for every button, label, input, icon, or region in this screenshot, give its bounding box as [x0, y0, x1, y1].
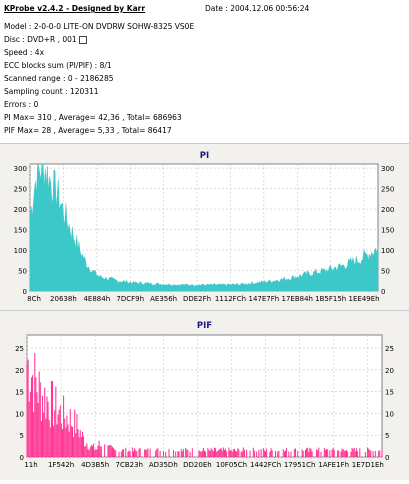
- pif-chart-panel: PIF 0 0 5 5 10 10 15 15 20 20 25 25 11h 1F542h 4D3B5h 7…: [0, 311, 409, 480]
- y-tick-label-right: 300: [381, 165, 394, 173]
- y-tick-label-right: 0: [381, 288, 385, 296]
- y-tick-label-left: 150: [14, 227, 27, 235]
- pif-summary: PIF Max= 28 , Average= 5,33 , Total= 864…: [4, 126, 172, 135]
- drive-model: Model : 2-0-0-0 LITE-ON DVDRW SOHW-8325 …: [4, 22, 195, 31]
- checkbox-icon: [78, 36, 87, 44]
- x-tick-label: DDE2Fh: [183, 295, 211, 303]
- y-tick-label-right: 250: [381, 186, 394, 194]
- pi-series-area: [29, 163, 379, 292]
- x-tick-label: 10F05Ch: [216, 461, 247, 469]
- x-tick-label: 1B5F15h: [315, 295, 346, 303]
- x-tick-label: 1AFE1Fh: [318, 461, 349, 469]
- pif-chart-title: PIF: [196, 321, 213, 331]
- pi-chart: 0 0 50 50 100 100 150 150 200 200 250 250 300 300 8Ch 2…: [14, 163, 394, 303]
- y-tick-label-left: 0: [23, 288, 27, 296]
- y-tick-label-left: 0: [20, 454, 24, 462]
- x-tick-label: 11h: [24, 461, 37, 469]
- x-tick-label: 7DCF9h: [116, 295, 144, 303]
- sampling-info: Sampling count : 120311: [4, 87, 99, 96]
- pi-chart-panel: PI 0 0 50 50 100 100 150 150 200 200 250 250 300 300 8…: [0, 144, 409, 310]
- app-title: KProbe v2.4.2 - Designed by Karr: [4, 4, 146, 13]
- x-tick-label: 17951Ch: [284, 461, 316, 469]
- errors-info: Errors : 0: [4, 100, 39, 109]
- y-tick-label-left: 10: [15, 410, 24, 418]
- y-tick-label-left: 15: [15, 389, 24, 397]
- y-tick-label-left: 100: [14, 247, 27, 255]
- x-tick-label: AD35Dh: [149, 461, 178, 469]
- y-tick-label-left: 20: [15, 367, 24, 375]
- x-tick-label: 20638h: [50, 295, 77, 303]
- speed-info: Speed : 4x: [4, 48, 45, 57]
- range-info: Scanned range : 0 - 2186285: [4, 74, 114, 83]
- x-tick-label: 4E884h: [83, 295, 110, 303]
- x-tick-label: 17EB84h: [282, 295, 313, 303]
- x-tick-label: 1F542h: [48, 461, 74, 469]
- x-tick-label: 1442FCh: [250, 461, 281, 469]
- y-tick-label-right: 15: [385, 389, 394, 397]
- x-tick-label: 4D3B5h: [81, 461, 109, 469]
- pi-chart-title: PI: [199, 151, 210, 161]
- y-tick-label-left: 25: [15, 345, 24, 353]
- x-tick-label: AE356h: [150, 295, 177, 303]
- y-tick-label-right: 200: [381, 206, 394, 214]
- y-tick-label-right: 25: [385, 345, 394, 353]
- y-tick-label-right: 150: [381, 227, 394, 235]
- y-tick-label-left: 200: [14, 206, 27, 214]
- scan-date: Date : 2004.12.06 00:56:24: [205, 4, 310, 13]
- x-tick-label: 7CB23h: [115, 461, 143, 469]
- y-tick-label-right: 100: [381, 247, 394, 255]
- x-tick-label: 1EE49Eh: [349, 295, 380, 303]
- x-tick-label: 1E7D1Eh: [352, 461, 384, 469]
- y-tick-label-left: 50: [18, 268, 27, 276]
- y-tick-label-left: 5: [20, 432, 24, 440]
- y-tick-label-right: 5: [385, 432, 389, 440]
- x-tick-label: 8Ch: [27, 295, 41, 303]
- y-tick-label-left: 300: [14, 165, 27, 173]
- info-panel: KProbe v2.4.2 - Designed by Karr Date : …: [0, 0, 409, 143]
- y-tick-label-right: 10: [385, 410, 394, 418]
- ecc-info: ECC blocks sum (PI/PIF) : 8/1: [4, 61, 112, 70]
- y-tick-label-right: 50: [381, 268, 390, 276]
- y-tick-label-right: 20: [385, 367, 394, 375]
- x-tick-label: DD20Eh: [183, 461, 212, 469]
- y-tick-label-right: 0: [385, 454, 389, 462]
- y-tick-label-left: 250: [14, 186, 27, 194]
- x-tick-label: 147E7Fh: [249, 295, 280, 303]
- pi-summary: PI Max= 310 , Average= 42,36 , Total= 68…: [4, 113, 182, 122]
- divider: [0, 310, 409, 311]
- divider: [0, 143, 409, 144]
- pif-chart: 0 0 5 5 10 10 15 15 20 20 25 25 11h 1F542h 4D3B5h 7CB23…: [15, 334, 394, 469]
- disc-info: Disc : DVD+R , 001: [4, 35, 87, 45]
- x-tick-label: 1112FCh: [215, 295, 246, 303]
